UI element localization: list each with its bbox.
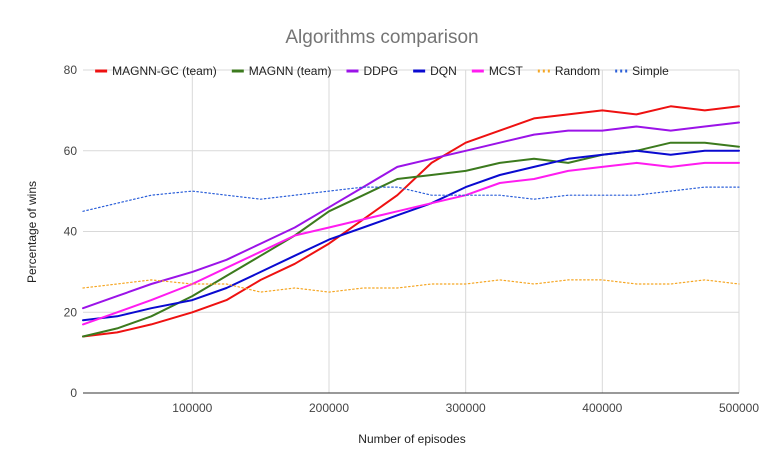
- series-line-magnn-gc-team: [82, 105, 740, 338]
- legend-item-magnn-gc-team[interactable]: MAGNN-GC (team): [95, 64, 217, 78]
- y-axis-label: Percentage of wins: [25, 181, 39, 283]
- y-tick-label: 60: [64, 144, 78, 158]
- series-line-simple: [82, 186, 740, 212]
- legend-label: DQN: [430, 64, 457, 78]
- x-tick-label: 300000: [446, 401, 486, 415]
- legend-label: Random: [555, 64, 600, 78]
- x-tick-label: 100000: [172, 401, 212, 415]
- legend-item-dqn[interactable]: DQN: [413, 64, 457, 78]
- y-tick-label: 20: [64, 305, 78, 319]
- y-tick-label: 0: [70, 386, 77, 400]
- x-axis-label: Number of episodes: [358, 432, 465, 446]
- y-tick-label: 80: [64, 63, 78, 77]
- series-lines: [82, 105, 740, 338]
- x-tick-label: 500000: [719, 401, 759, 415]
- legend-label: DDPG: [363, 64, 398, 78]
- gridlines: [83, 69, 740, 393]
- legend-label: MAGNN (team): [249, 64, 332, 78]
- series-line-mcst: [82, 161, 740, 326]
- x-tick-label: 200000: [309, 401, 349, 415]
- legend-label: Simple: [632, 64, 669, 78]
- legend: MAGNN-GC (team) MAGNN (team) DDPG DQN MCST Ra…: [95, 64, 669, 78]
- legend-item-magnn-team[interactable]: MAGNN (team): [231, 64, 332, 78]
- x-tick-label: 400000: [582, 401, 622, 415]
- legend-item-simple[interactable]: Simple: [615, 64, 669, 78]
- legend-label: MCST: [489, 64, 524, 78]
- y-tick-label: 40: [64, 225, 78, 239]
- legend-label: MAGNN-GC (team): [112, 64, 217, 78]
- legend-item-ddpg[interactable]: DDPG: [346, 64, 398, 78]
- series-line-dqn: [82, 149, 740, 322]
- series-line-random: [82, 279, 740, 293]
- legend-item-mcst[interactable]: MCST: [471, 64, 524, 78]
- legend-item-random[interactable]: Random: [537, 64, 600, 78]
- tick-labels: 0 20 40 60 80 100000 200000 300000 400000 500000: [64, 63, 760, 415]
- chart-title: Algorithms comparison: [285, 27, 478, 48]
- series-line-magnn-team: [82, 141, 740, 338]
- series-line-ddpg: [82, 121, 740, 310]
